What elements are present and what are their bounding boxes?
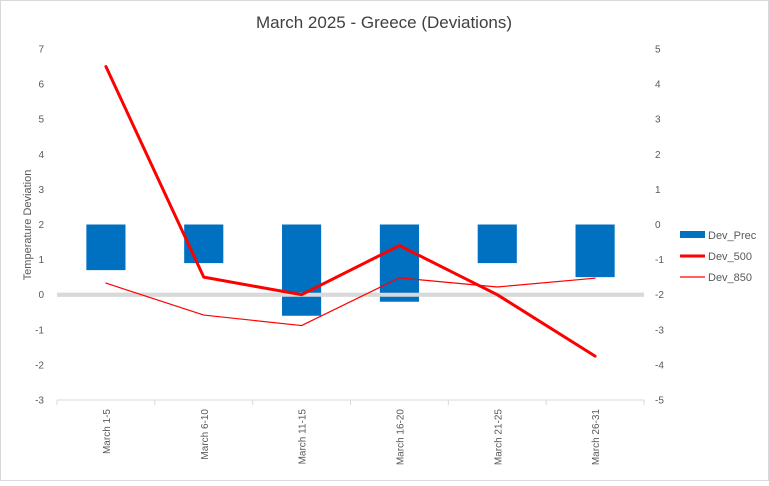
y2-tick-label-1: -4 [655,360,664,371]
bar-dev-prec-4 [477,224,517,264]
y2-tick-label-2: -3 [655,325,664,336]
x-tick-label-5: March 26-31 [591,409,602,466]
y2-tick-label-8: 3 [655,115,661,126]
y2-tick-label-6: 1 [655,185,661,196]
y2-tick-label-0: -5 [655,396,664,407]
y-tick-label-5: 2 [38,220,44,231]
y-tick-label-6: 3 [38,185,44,196]
bar-dev-prec-2 [282,224,322,316]
x-tick-label-3: March 16-20 [395,409,406,466]
y-tick-label-1: -2 [35,360,44,371]
plot-area: -3 -2 -1 0 1 2 3 4 5 6 7 -5 -4 -3 -2 -1 0 1 2 3 4 5 March 1-5 M… [35,45,664,466]
legend-label-dev-prec: Dev_Prec [708,230,757,242]
y2-tick-label-4: -1 [655,255,664,266]
legend-label-dev-850: Dev_850 [708,272,752,284]
y2-tick-label-9: 4 [655,80,661,91]
y-tick-label-8: 5 [38,115,44,126]
y-tick-label-2: -1 [35,325,44,336]
chart-title: March 2025 - Greece (Deviations) [256,13,512,32]
y-tick-label-7: 4 [38,150,44,161]
bar-dev-prec-3 [379,224,419,302]
y2-tick-label-7: 2 [655,150,661,161]
y2-tick-label-5: 0 [655,220,661,231]
line-dev-500 [104,65,597,358]
x-tick-label-1: March 6-10 [200,409,211,460]
y-axis-title: Temperature Deviation [22,170,34,281]
x-tick-label-0: March 1-5 [102,409,113,454]
y-tick-label-9: 6 [38,80,44,91]
y-tick-label-0: -3 [35,396,44,407]
bar-dev-prec-5 [575,224,615,278]
x-tick-label-2: March 11-15 [298,409,309,465]
line-dev-850 [105,277,596,327]
legend-label-dev-500: Dev_500 [708,251,752,263]
y2-tick-label-3: -2 [655,290,664,301]
y2-tick-label-10: 5 [655,45,661,56]
legend-swatch-dev-prec [680,231,705,238]
legend: Dev_Prec Dev_500 Dev_850 [680,230,757,284]
y-tick-label-4: 1 [38,255,44,266]
bar-dev-prec-1 [184,224,224,264]
x-tick-label-4: March 21-25 [493,409,504,466]
y-tick-label-10: 7 [38,45,44,56]
bar-dev-prec-0 [86,224,126,271]
y-tick-label-3: 0 [38,290,44,301]
